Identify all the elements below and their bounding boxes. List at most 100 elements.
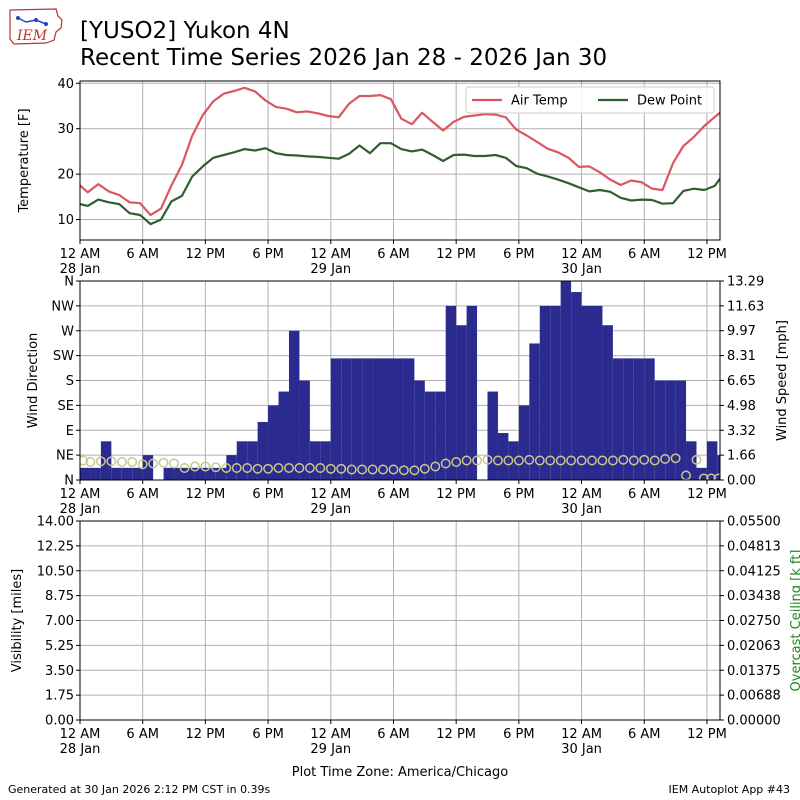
wind-speed-point [346,464,357,475]
wind-direction-bar [184,467,195,480]
wind-direction-bar [665,380,676,480]
y-tick-label: 5.25 [45,639,74,654]
wind-direction-bar [393,358,404,480]
y2-tick-label: 8.31 [727,349,756,364]
y-axis-label: Visibility [miles] [10,569,25,672]
wind-direction-bar [592,305,603,480]
y2-tick-label: 0.03438 [727,589,781,604]
x-axis-label: Plot Time Zone: America/Chicago [292,765,508,780]
wind-direction-bar [309,441,321,480]
wind-direction-bar [403,358,415,480]
x-tick-label: 6 AM [126,487,159,502]
wind-speed-point [336,463,347,474]
y2-tick-label: 0.05500 [727,515,781,530]
wind-speed-point [127,457,138,467]
x-tick-label: 6 PM [252,247,283,262]
wind-direction-bar [445,305,457,480]
wind-direction-bar [257,421,269,480]
wind-speed-point [524,454,535,465]
y2-axis-label: Wind Speed [mph] [775,320,790,441]
x-tick-label: 12 AM [60,487,101,502]
wind-direction-bar [121,467,133,480]
wind-speed-point [618,454,629,465]
x-tick-label: 6 AM [126,247,159,262]
y-tick-label: N [64,275,74,290]
x-tick-label: 6 PM [503,487,534,502]
wind-speed-point [210,462,221,473]
wind-direction-bar [372,358,384,480]
x-tick-label: 6 PM [252,727,283,742]
wind-speed-point [252,463,263,474]
wind-direction-bar [351,358,363,480]
wind-speed-point [713,473,720,480]
wind-speed-point [649,455,660,466]
wind-direction-bar [644,358,655,480]
y-tick-label: 40 [57,77,74,92]
x-tick-label: 6 PM [503,247,534,262]
axes-frame [79,520,721,721]
wind-direction-bar [686,441,697,480]
legend-label-air-temp: Air Temp [511,94,568,109]
x-tick-label: 12 AM [60,247,101,262]
x-date-label: 30 Jan [561,742,602,757]
wind-speed-point [398,465,409,476]
wind-direction-bar [194,467,206,480]
wind-speed-point [639,454,650,465]
wind-direction-bar [80,467,91,480]
wind-direction-bar [675,380,687,480]
wind-speed-point [545,455,556,466]
x-tick-label: 6 AM [628,247,661,262]
wind-speed-point [587,455,597,466]
x-tick-label: 12 PM [687,247,727,262]
x-tick-label: 12 AM [561,247,602,262]
x-tick-label: 6 PM [252,487,283,502]
x-date-label: 28 Jan [60,742,101,757]
wind-speed-point [691,454,702,465]
legend-box [465,86,715,114]
wind-direction-bar [717,455,720,480]
x-tick-label: 6 AM [126,727,159,742]
y-tick-label: NE [56,449,74,464]
wind-direction-bar [560,281,572,480]
wind-speed-point [493,455,503,466]
x-tick-label: 12 PM [186,727,226,742]
wind-direction-bar [706,441,718,480]
wind-speed-point [304,463,315,473]
wind-speed-point [706,473,717,480]
x-tick-label: 6 AM [628,727,661,742]
x-date-label: 29 Jan [310,502,351,517]
wind-speed-point [315,463,326,473]
wind-speed-point [482,454,493,465]
wind-direction-bar [623,358,634,480]
y2-tick-label: 0.02750 [727,614,781,629]
wind-direction-bar [518,405,530,480]
y2-axis-label: Overcast Ceiling [k ft] [789,550,800,692]
wind-direction-bar [383,358,394,480]
y2-tick-label: 13.29 [727,275,764,290]
x-date-label: 28 Jan [60,502,101,517]
x-tick-label: 12 AM [561,487,602,502]
wind-direction-bar [435,391,446,480]
x-date-label: 29 Jan [310,262,351,277]
x-tick-label: 6 PM [503,727,534,742]
x-tick-label: 12 PM [436,727,476,742]
wind-speed-point [534,455,545,466]
x-tick-label: 6 AM [377,247,410,262]
wind-speed-point [461,455,472,466]
y2-tick-label: 0.00688 [727,689,781,704]
dew-point-line [80,142,720,226]
wind-direction-bar [539,305,551,480]
wind-direction-bar [100,441,112,480]
y-tick-label: 1.75 [45,689,74,704]
y2-tick-label: 0.04125 [727,564,781,579]
wind-speed-point [106,456,117,467]
wind-direction-bar [132,467,143,480]
wind-direction-bar [174,467,185,480]
y-tick-label: SW [53,349,74,364]
wind-speed-point [472,455,483,466]
wind-speed-point [388,464,399,475]
wind-speed-point [189,461,200,472]
wind-speed-point [95,456,106,467]
wind-speed-point [555,455,566,466]
wind-direction-bar [654,380,666,480]
